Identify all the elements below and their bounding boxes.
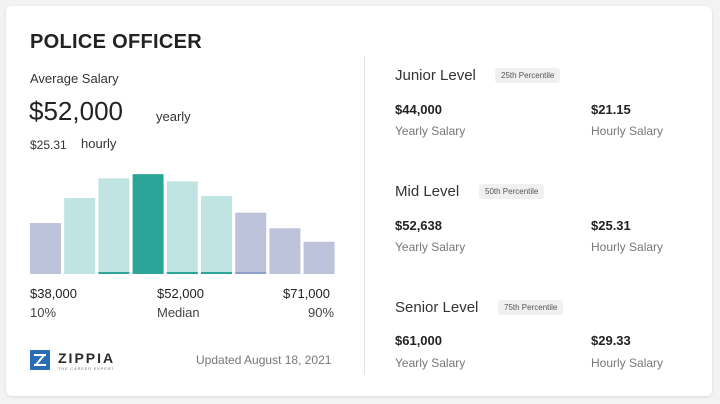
mid-percentile-badge: 50th Percentile: [479, 184, 545, 199]
zippia-logo-text: ZIPPIA: [58, 350, 116, 366]
junior-hourly-value: $21.15: [591, 102, 631, 117]
average-salary-value: $52,000: [29, 96, 123, 126]
senior-level-title: Senior Level: [395, 299, 479, 316]
senior-hourly-label: Hourly Salary: [591, 356, 664, 370]
senior-yearly-value: $61,000: [395, 333, 442, 348]
junior-percentile-badge: 25th Percentile: [495, 68, 561, 83]
column-divider: [364, 56, 365, 374]
axis-median-label: Median: [157, 305, 200, 320]
senior-yearly-label: Yearly Salary: [395, 356, 466, 370]
axis-high-value: $71,000: [283, 286, 330, 301]
axis-median-value: $52,000: [157, 286, 204, 301]
updated-date: Updated August 18, 2021: [196, 353, 332, 367]
salary-unit: yearly: [156, 109, 191, 124]
junior-hourly-label: Hourly Salary: [591, 124, 664, 138]
mid-hourly-label: Hourly Salary: [591, 240, 664, 254]
hourly-unit: hourly: [81, 136, 117, 151]
mid-yearly-value: $52,638: [395, 218, 442, 233]
axis-high-label: 90%: [308, 305, 335, 320]
senior-hourly-value: $29.33: [591, 333, 631, 348]
mid-level-title: Mid Level: [395, 183, 460, 200]
junior-yearly-label: Yearly Salary: [395, 124, 466, 138]
average-salary-label: Average Salary: [30, 71, 119, 86]
hourly-value: $25.31: [30, 138, 67, 152]
page-title: POLICE OFFICER: [30, 31, 202, 53]
junior-level-title: Junior Level: [395, 67, 476, 84]
mid-hourly-value: $25.31: [591, 218, 631, 233]
senior-percentile-badge: 75th Percentile: [498, 300, 564, 315]
axis-low-value: $38,000: [30, 286, 77, 301]
axis-low-label: 10%: [30, 305, 57, 320]
zippia-tagline: THE CAREER EXPERT: [58, 366, 115, 371]
mid-yearly-label: Yearly Salary: [395, 240, 466, 254]
zippia-logo-icon: [30, 350, 50, 370]
junior-yearly-value: $44,000: [395, 102, 442, 117]
